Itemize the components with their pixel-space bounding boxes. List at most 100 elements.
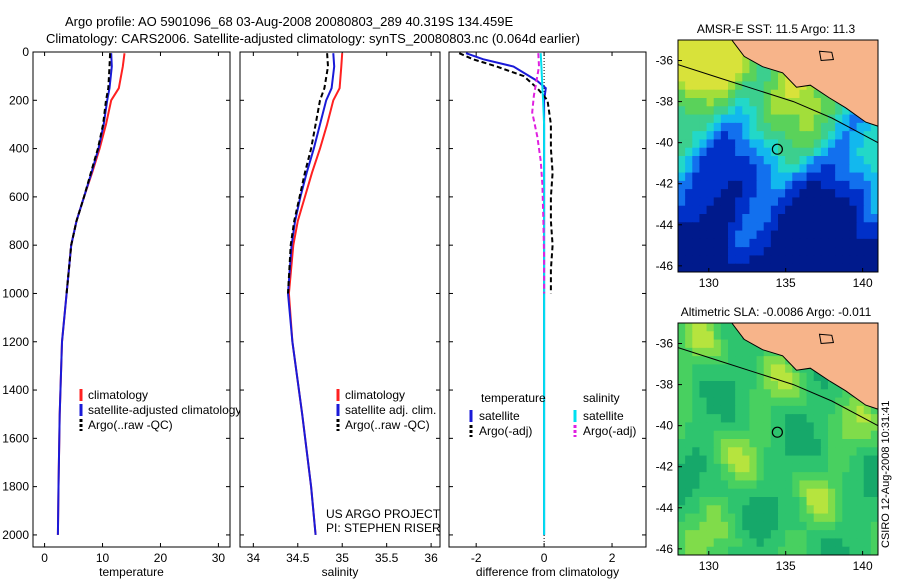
map-cell: [706, 422, 715, 432]
map-cell: [828, 164, 836, 174]
map-cell: [720, 114, 729, 124]
map-cell: [770, 538, 779, 548]
map-cell: [742, 147, 751, 157]
map-cell: [706, 214, 715, 223]
map-cell: [706, 114, 715, 124]
map-cell: [749, 513, 758, 523]
map-cell: [828, 430, 836, 440]
map-cell: [728, 472, 736, 482]
map-cell: [756, 463, 765, 473]
map-cell: [842, 205, 851, 215]
map-cell: [720, 89, 729, 99]
map-cell: [763, 505, 772, 515]
x-tick-label: 20: [154, 551, 168, 565]
map-cell: [842, 530, 851, 540]
map-cell: [813, 546, 822, 555]
map-cell: [706, 48, 715, 58]
map-cell: [870, 214, 878, 223]
map-cell: [863, 455, 872, 465]
map-cell: [699, 339, 708, 349]
map-cell: [820, 147, 829, 157]
map-cell: [835, 422, 843, 432]
map-cell: [763, 455, 772, 465]
map-cell: [820, 238, 829, 248]
map-cell: [678, 222, 686, 232]
map-cell: [828, 422, 836, 432]
map-cell: [828, 505, 836, 515]
map-cell: [706, 397, 715, 407]
map-cell: [713, 247, 722, 257]
map-cell: [699, 263, 708, 272]
map-cell: [763, 497, 772, 506]
map-cell: [728, 455, 736, 465]
map-cell: [678, 405, 686, 415]
y-tick-label: 1400: [2, 383, 29, 397]
map-cell: [806, 405, 815, 415]
map-cell: [785, 98, 793, 107]
map-cell: [863, 238, 872, 248]
map-cell: [706, 488, 715, 498]
map-cell: [699, 356, 708, 366]
map-cell: [849, 439, 858, 448]
map-cell: [763, 164, 772, 174]
map-cell: [749, 389, 758, 399]
map-cell: [835, 497, 843, 506]
map-cell: [685, 497, 693, 506]
map-cell: [813, 238, 822, 248]
map-cell: [706, 172, 715, 182]
map-cell: [842, 505, 851, 515]
map-cell: [678, 40, 686, 49]
map-cell: [792, 538, 801, 548]
map-cell: [720, 56, 729, 66]
map-cell: [728, 81, 736, 91]
map-cell: [678, 447, 686, 457]
map-cell: [770, 546, 779, 555]
map-cell: [842, 455, 851, 465]
map-cell: [806, 114, 815, 124]
map-cell: [842, 122, 851, 132]
map-cell: [785, 139, 793, 149]
map-cell: [685, 414, 693, 424]
map-cell: [763, 89, 772, 99]
x-tick-label: 34.5: [286, 551, 310, 565]
map-cell: [785, 180, 793, 190]
map-cell: [742, 480, 751, 490]
map-cell: [763, 81, 772, 91]
map-cell: [699, 230, 708, 240]
map-cell: [842, 131, 851, 141]
map-cell: [749, 205, 758, 215]
map-cell: [692, 397, 701, 407]
map-cell: [870, 422, 878, 432]
map-cell: [678, 114, 686, 124]
map-cell: [735, 214, 743, 223]
map-cell: [735, 98, 743, 107]
map-cell: [720, 455, 729, 465]
map-cell: [692, 81, 701, 91]
map-cell: [813, 389, 822, 399]
map-cell: [785, 122, 793, 132]
map-cell: [685, 73, 693, 83]
map-cell: [763, 422, 772, 432]
map-cell: [835, 180, 843, 190]
map-cell: [678, 372, 686, 382]
map-cell: [820, 255, 829, 265]
map-cell: [820, 189, 829, 199]
map-cell: [835, 230, 843, 240]
map-cell: [870, 247, 878, 257]
y-tick-label: -38: [656, 95, 674, 109]
map-cell: [735, 238, 743, 248]
map-cell: [713, 513, 722, 523]
map-cell: [735, 430, 743, 440]
map-cell: [728, 530, 736, 540]
map-cell: [756, 389, 765, 399]
map-cell: [756, 372, 765, 382]
map-cell: [706, 364, 715, 374]
map-cell: [699, 397, 708, 407]
map-cell: [792, 497, 801, 506]
map-cell: [692, 106, 701, 116]
map-cell: [728, 48, 736, 58]
map-cell: [742, 164, 751, 174]
map-cell: [692, 422, 701, 432]
map-cell: [785, 546, 793, 555]
map-cell: [806, 447, 815, 457]
